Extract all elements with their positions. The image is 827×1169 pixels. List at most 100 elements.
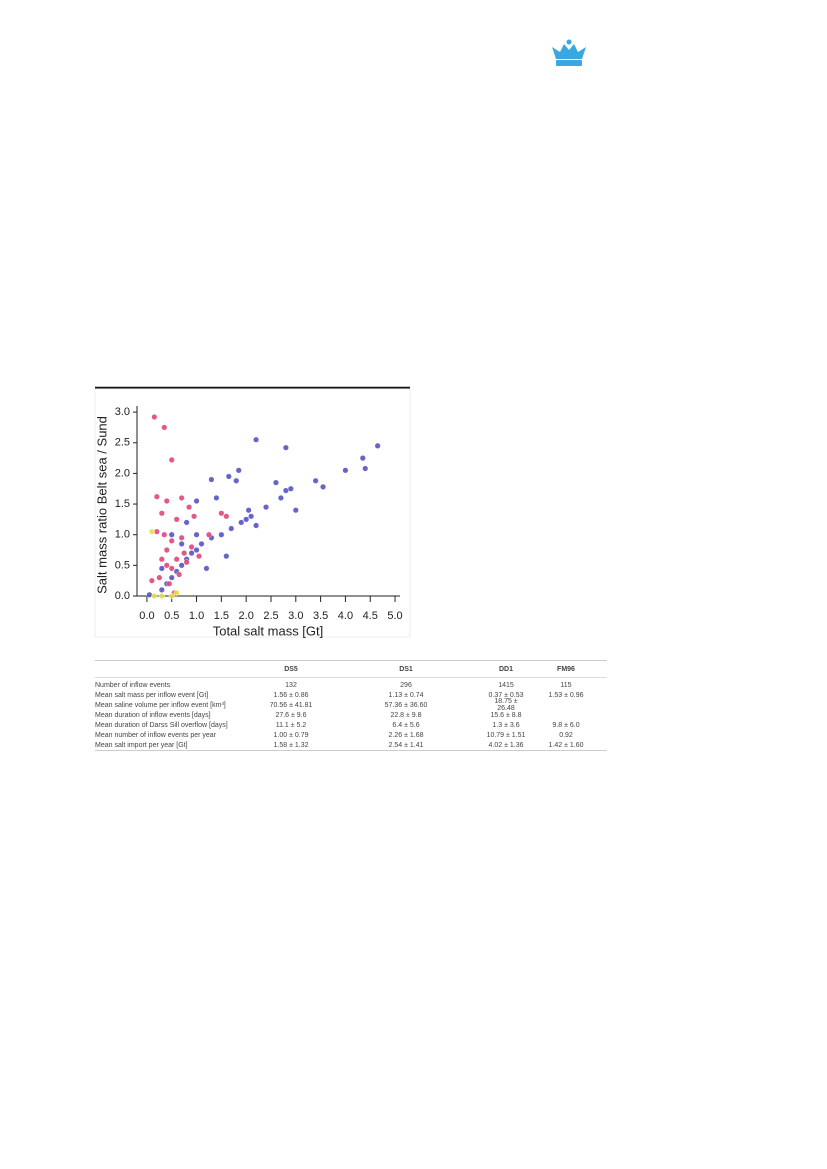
table-cell: 11.1 ± 5.2 [275,721,307,729]
scatter-point [191,513,198,520]
scatter-point [253,522,260,529]
scatter-point [196,553,203,560]
scatter-point [253,436,260,443]
scatter-point [173,556,180,563]
table-header-row: DS5 DS1 DD1 FM96 [95,661,607,678]
crown-logo [552,39,586,66]
scatter-point [178,540,185,547]
table: DS5 DS1 DD1 FM96 Number of inflow events 132 2… [95,660,607,751]
scatter-point [223,553,230,560]
x-tick-label: 0.0 [139,610,154,622]
scatter-point [178,562,185,569]
y-tick-label: 3.0 [115,406,130,418]
scatter-point [158,510,165,517]
table-cell: 1.53 ± 0.96 [548,691,584,699]
table-row: Mean salt mass per inflow event [Gt] 1.56… [95,690,607,700]
scatter-point [161,424,168,431]
scatter-point [151,414,158,421]
table-cell: 1.56 ± 0.86 [273,691,309,699]
row-label: Mean salt mass per inflow event [Gt] [95,691,209,699]
scatter-point [203,565,210,572]
table-cell: 1.42 ± 1.60 [548,741,584,749]
scatter-point [173,589,180,596]
y-axis-label: Salt mass ratio Belt sea / Sund [94,416,109,594]
table-cell: 132 [285,681,297,689]
y-tick-label: 2.0 [115,467,130,479]
table-cell: 22.8 ± 9.8 [390,711,422,719]
scatter-point [156,574,163,581]
scatter-point [158,586,165,593]
table-cell: 115 [560,681,572,689]
table-cell: 1.58 ± 1.32 [273,741,309,749]
table-row: Mean duration of inflow events [days] 27.… [95,710,607,720]
scatter-point [163,498,170,505]
table-cell: 1.3 ± 3.6 [492,721,520,729]
x-tick-label: 2.5 [263,610,278,622]
x-tick-label: 0.5 [164,610,179,622]
x-tick-label: 4.0 [338,610,353,622]
x-tick-label: 1.0 [189,610,204,622]
y-tick-label: 0.0 [115,590,130,602]
table-cell: 2.26 ± 1.68 [388,731,424,739]
x-tick-label: 4.5 [363,610,378,622]
row-label: Mean saline volume per inflow event [km³… [95,701,226,709]
table-cell: 57.36 ± 36.60 [384,701,428,709]
scatter-point [213,494,220,501]
table-row: Mean saline volume per inflow event [km³… [95,698,607,712]
scatter-point [178,534,185,541]
scatter-point [158,556,165,563]
row-label: Mean number of inflow events per year [95,731,217,739]
scatter-point [342,467,349,474]
scatter-point [148,577,155,584]
scatter-point [248,513,255,520]
scatter-point [153,528,160,535]
scatter-point [188,550,195,557]
scatter-point [205,531,212,538]
row-label: Mean duration of Darss Sill overflow [da… [95,721,228,729]
scatter-point [263,504,270,511]
table-cell: 15.6 ± 8.8 [490,711,522,719]
table-cell: 70.56 ± 41.81 [269,701,313,709]
scatter-point [218,531,225,538]
scatter-point [178,494,185,501]
table-cell: 0.37 ± 0.53 [488,691,524,699]
scatter-point [312,477,319,484]
scatter-point [272,479,279,486]
scatter-point [218,510,225,517]
row-label: Mean salt import per year [Gt] [95,741,188,749]
table-row: Mean number of inflow events per year 1.0… [95,730,607,740]
table-cell: 1415 [498,681,514,689]
x-tick-label: 1.5 [214,610,229,622]
scatter-point [146,591,153,598]
scatter-point [374,442,381,449]
scatter-point [235,467,242,474]
scatter-point [193,531,200,538]
scatter-point [243,516,250,523]
scatter-point [158,593,165,600]
column-header: FM96 [557,665,575,673]
row-label: Number of inflow events [95,681,171,689]
scatter-point [245,507,252,514]
scatter-point [287,485,294,492]
scatter-point [320,483,327,490]
scatter-point [181,550,188,557]
column-header: DS5 [284,665,298,673]
x-tick-label: 2.0 [239,610,254,622]
scatter-point [186,504,193,511]
y-tick-label: 2.5 [115,437,130,449]
scatter-point [359,455,366,462]
column-header: DS1 [399,665,413,673]
table-row: Number of inflow events 132 296 1415 115 [95,680,607,690]
scatter-point [193,547,200,554]
x-tick-label: 3.0 [288,610,303,622]
table-cell: 10.79 ± 1.51 [486,731,526,739]
scatter-point [163,547,170,554]
table-cell: 18.75 ± 26.48 [494,698,518,712]
scatter-point [228,525,235,532]
scatter-point [238,519,245,526]
table-row: Mean duration of Darss Sill overflow [da… [95,720,607,730]
scatter-point [208,476,215,483]
table-cell: 9.8 ± 6.0 [552,721,580,729]
figure-frame [94,388,411,638]
